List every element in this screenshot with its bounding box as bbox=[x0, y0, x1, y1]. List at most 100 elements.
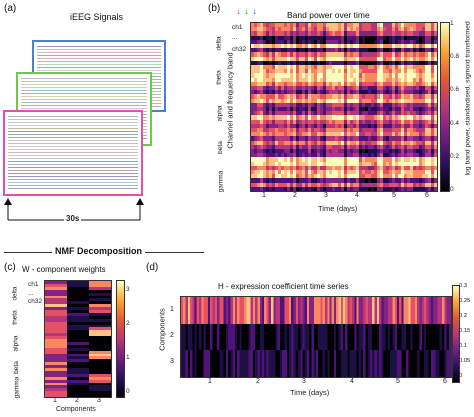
heatmap-cell bbox=[335, 174, 339, 179]
heatmap-cell bbox=[371, 153, 375, 158]
heatmap-cell bbox=[275, 69, 279, 74]
heatmap-cell bbox=[353, 73, 357, 79]
heatmap-cell bbox=[356, 86, 360, 91]
heatmap-cell bbox=[350, 81, 354, 87]
heatmap-cell bbox=[434, 165, 437, 171]
heatmap-cell bbox=[344, 52, 348, 58]
heatmap-cell bbox=[419, 69, 423, 74]
heatmap-cell bbox=[67, 295, 90, 299]
xtick: 4 bbox=[355, 192, 359, 199]
heatmap-cell bbox=[332, 35, 336, 41]
heatmap-cell bbox=[305, 144, 309, 150]
heatmap-cell bbox=[362, 44, 366, 49]
heatmap-cell bbox=[314, 182, 318, 188]
heatmap-cell bbox=[290, 90, 294, 95]
heatmap-cell bbox=[266, 174, 270, 179]
heatmap-cell bbox=[407, 170, 411, 175]
heatmap-cell bbox=[431, 81, 435, 87]
heatmap-cell bbox=[365, 48, 369, 53]
heatmap-cell bbox=[350, 35, 354, 41]
heatmap-cell bbox=[254, 60, 258, 66]
heatmap-cell bbox=[377, 115, 381, 121]
heatmap-cell bbox=[269, 149, 273, 154]
heatmap-cell bbox=[287, 153, 291, 158]
heatmap-cell bbox=[374, 48, 378, 53]
heatmap-cell bbox=[341, 144, 345, 150]
xtick: 1 bbox=[53, 397, 57, 404]
heatmap-cell bbox=[45, 301, 68, 305]
heatmap-cell bbox=[314, 60, 318, 66]
heatmap-cell bbox=[45, 310, 68, 314]
heatmap-cell bbox=[254, 186, 258, 191]
heatmap-cell bbox=[344, 44, 348, 49]
heatmap-cell bbox=[326, 157, 330, 163]
heatmap-cell bbox=[263, 107, 267, 112]
heatmap-cell bbox=[371, 132, 375, 137]
heatmap-cell bbox=[299, 178, 303, 184]
heatmap-cell bbox=[386, 186, 390, 191]
heatmap-cell bbox=[395, 144, 399, 150]
heatmap-cell bbox=[257, 44, 261, 49]
heatmap-cell bbox=[311, 178, 315, 184]
heatmap-cell bbox=[308, 119, 312, 125]
heatmap-cell bbox=[323, 178, 327, 184]
heatmap-cell bbox=[290, 102, 294, 108]
heatmap-cell bbox=[332, 31, 336, 37]
heatmap-cell bbox=[299, 31, 303, 37]
cbar-tick: 0 bbox=[459, 373, 463, 379]
heatmap-cell bbox=[299, 102, 303, 108]
eeg-trace bbox=[8, 170, 138, 171]
heatmap-cell bbox=[422, 115, 426, 121]
heatmap-cell bbox=[257, 153, 261, 158]
heatmap-cell bbox=[425, 170, 429, 175]
heatmap-cell bbox=[416, 149, 420, 154]
heatmap-cell bbox=[389, 69, 393, 74]
heatmap-cell bbox=[350, 161, 354, 167]
heatmap-cell bbox=[326, 174, 330, 179]
heatmap-cell bbox=[287, 73, 291, 79]
heatmap-cell bbox=[305, 153, 309, 158]
heatmap-cell bbox=[404, 65, 408, 70]
heatmap-cell bbox=[338, 23, 342, 28]
heatmap-cell bbox=[263, 178, 267, 184]
heatmap-cell bbox=[326, 170, 330, 175]
heatmap-cell bbox=[341, 157, 345, 163]
heatmap-cell bbox=[266, 86, 270, 91]
heatmap-cell bbox=[260, 119, 264, 125]
heatmap-cell bbox=[389, 52, 393, 58]
heatmap-cell bbox=[389, 35, 393, 41]
band-beta: beta bbox=[12, 361, 20, 374]
heatmap-cell bbox=[260, 182, 264, 188]
heatmap-cell bbox=[434, 69, 437, 74]
heatmap-cell bbox=[347, 132, 351, 137]
heatmap-cell bbox=[335, 161, 339, 167]
heatmap-cell bbox=[263, 123, 267, 129]
heatmap-cell bbox=[326, 165, 330, 171]
eeg-trace bbox=[8, 116, 138, 117]
heatmap-cell bbox=[287, 132, 291, 137]
heatmap-cell bbox=[272, 144, 276, 150]
heatmap-cell bbox=[431, 73, 435, 79]
heatmap-cell bbox=[296, 186, 300, 191]
heatmap-cell bbox=[389, 107, 393, 112]
eeg-trace bbox=[8, 179, 138, 180]
heatmap-cell bbox=[392, 119, 396, 125]
heatmap-cell bbox=[326, 111, 330, 116]
eeg-trace bbox=[21, 96, 147, 97]
heatmap-cell bbox=[359, 39, 363, 45]
heatmap-cell bbox=[260, 186, 264, 191]
heatmap-cell bbox=[311, 144, 315, 150]
heatmap-cell bbox=[401, 182, 405, 188]
heatmap-cell bbox=[401, 111, 405, 116]
heatmap-cell bbox=[380, 165, 384, 171]
heatmap-cell bbox=[413, 81, 417, 87]
eeg-trace bbox=[21, 99, 147, 100]
heatmap-cell bbox=[335, 23, 339, 28]
heatmap-cell bbox=[290, 149, 294, 154]
heatmap-cell bbox=[254, 73, 258, 79]
duration-label: 30s bbox=[64, 214, 82, 223]
heatmap-cell bbox=[410, 31, 414, 37]
heatmap-cell bbox=[290, 157, 294, 163]
heatmap-cell bbox=[356, 44, 360, 49]
heatmap-cell bbox=[353, 111, 357, 116]
